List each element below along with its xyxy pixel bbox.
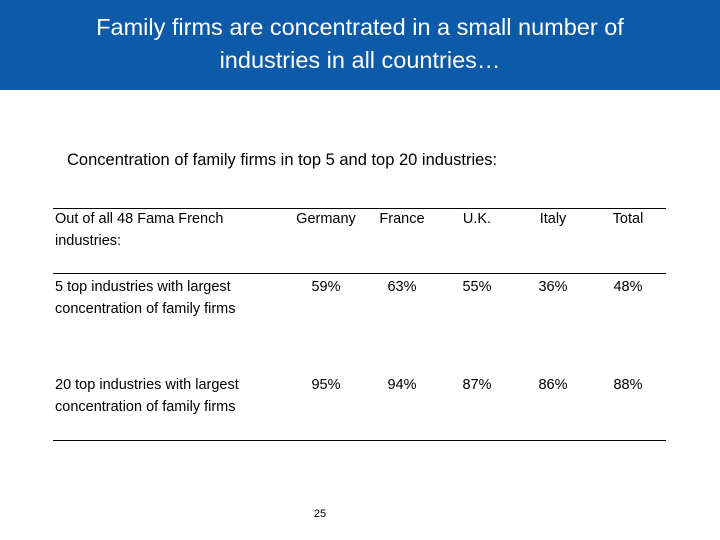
table-cell: 48% bbox=[613, 279, 643, 295]
column-header-total: Total bbox=[612, 211, 644, 227]
row-label: 5 top industries with largest concentrat… bbox=[55, 279, 236, 317]
table-cell: 88% bbox=[613, 377, 643, 393]
title-bar: Family firms are concentrated in a small… bbox=[0, 0, 720, 90]
table-cell: 86% bbox=[538, 377, 568, 393]
column-header-uk: U.K. bbox=[462, 211, 492, 227]
table-cell: 59% bbox=[311, 279, 341, 295]
table-cell: 95% bbox=[311, 377, 341, 393]
column-header-germany: Germany bbox=[296, 211, 356, 227]
table-header-rule bbox=[53, 273, 666, 274]
table-top-rule bbox=[53, 208, 666, 209]
column-header-italy: Italy bbox=[539, 211, 567, 227]
table-bottom-rule bbox=[53, 440, 666, 441]
table-cell: 87% bbox=[462, 377, 492, 393]
table-header-label: Out of all 48 Fama French industries: bbox=[55, 211, 224, 249]
page-number: 25 bbox=[313, 508, 327, 520]
row-label: 20 top industries with largest concentra… bbox=[55, 377, 239, 415]
table-cell: 36% bbox=[538, 279, 568, 295]
table-cell: 63% bbox=[387, 279, 417, 295]
table-cell: 55% bbox=[462, 279, 492, 295]
slide-title: Family firms are concentrated in a small… bbox=[96, 14, 624, 73]
table-cell: 94% bbox=[387, 377, 417, 393]
slide-subtitle: Concentration of family firms in top 5 a… bbox=[67, 151, 498, 169]
column-header-france: France bbox=[379, 211, 425, 227]
